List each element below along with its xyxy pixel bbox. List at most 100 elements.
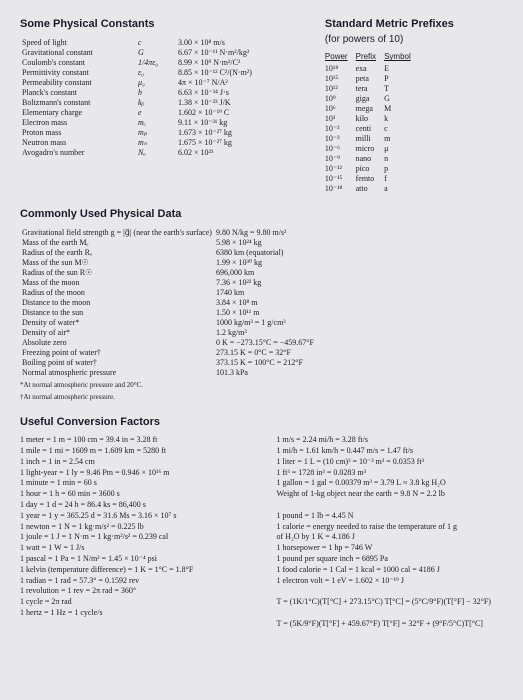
constant-symbol: h [136, 88, 176, 98]
prefix-row: 10¹²teraT [325, 84, 419, 94]
constant-symbol: 1/4πε₀ [136, 58, 176, 68]
physdata-row: Radius of the earth Rₑ6380 km (equatoria… [20, 248, 378, 258]
conv-line: 1 radian = 1 rad = 57.3° = 0.1592 rev [20, 576, 247, 587]
constant-row: Planck's constanth6.63 × 10⁻³⁴ J·s [20, 88, 290, 98]
footnote-b: †At normal atmospheric pressure. [20, 393, 503, 402]
conv-line: 1 ft³ = 1728 in³ = 0.0283 m³ [277, 468, 504, 479]
prefix-symbol: f [384, 174, 419, 184]
physdata-value: 1.99 × 10³⁰ kg [214, 258, 378, 268]
prefix-symbol: k [384, 114, 419, 124]
conv-line: of H₂O by 1 K = 4.186 J [277, 532, 504, 543]
prefix-name: exa [356, 64, 384, 74]
constant-row: Elementary chargee1.602 × 10⁻¹⁹ C [20, 108, 290, 118]
physdata-key: Distance to the sun [20, 308, 214, 318]
prefix-row: 10¹⁸exaE [325, 64, 419, 74]
prefix-power: 10⁻¹² [325, 164, 356, 174]
physdata-value: 101.3 kPa [214, 368, 378, 378]
prefix-symbol: n [384, 154, 419, 164]
physdata-row: Absolute zero0 K = −273.15°C = −459.67°F [20, 338, 378, 348]
prefix-name: pico [356, 164, 384, 174]
physdata-row: Distance to the sun1.50 × 10¹¹ m [20, 308, 378, 318]
prefix-symbol: c [384, 124, 419, 134]
physdata-key: Boiling point of water† [20, 358, 214, 368]
constant-symbol: mₚ [136, 128, 176, 138]
constant-symbol: μ₀ [136, 78, 176, 88]
constant-name: Elementary charge [20, 108, 136, 118]
prefix-symbol: a [384, 184, 419, 194]
physdata-value: 0 K = −273.15°C = −459.67°F [214, 338, 378, 348]
conv-line: 1 mi/h = 1.61 km/h = 0.447 m/s = 1.47 ft… [277, 446, 504, 457]
constant-row: Neutron massmₙ1.675 × 10⁻²⁷ kg [20, 138, 290, 148]
conv-line [277, 608, 504, 619]
physdata-key: Distance to the moon [20, 298, 214, 308]
prefix-name: kilo [356, 114, 384, 124]
physdata-value: 6380 km (equatorial) [214, 248, 378, 258]
constant-value: 1.673 × 10⁻²⁷ kg [176, 128, 290, 138]
prefix-symbol: P [384, 74, 419, 84]
physdata-table: Gravitational field strength g = |g⃗| (n… [20, 228, 378, 378]
prefix-symbol: T [384, 84, 419, 94]
conv-line [277, 586, 504, 597]
physdata-row: Radius of the moon1740 km [20, 288, 378, 298]
physdata-key: Radius of the moon [20, 288, 214, 298]
physdata-key: Normal atmospheric pressure [20, 368, 214, 378]
conv-line: 1 food calorie = 1 Cal = 1 kcal = 1000 c… [277, 565, 504, 576]
conv-line: 1 year = 1 y = 365.25 d = 31.6 Ms = 3.16… [20, 511, 247, 522]
conv-line: 1 liter = 1 L = (10 cm)³ = 10⁻³ m³ = 0.0… [277, 457, 504, 468]
factors-heading: Useful Conversion Factors [20, 416, 503, 430]
constant-name: Neutron mass [20, 138, 136, 148]
physdata-key: Mass of the sun M☉ [20, 258, 214, 268]
physdata-value: 5.98 × 10²⁴ kg [214, 238, 378, 248]
physdata-key: Gravitational field strength g = |g⃗| (n… [20, 228, 214, 238]
physdata-key: Mass of the moon [20, 278, 214, 288]
prefix-power: 10¹⁵ [325, 74, 356, 84]
constant-value: 3.00 × 10⁸ m/s [176, 38, 290, 48]
conv-line: 1 meter = 1 m = 100 cm = 39.4 in = 3.28 … [20, 435, 247, 446]
constant-row: Proton massmₚ1.673 × 10⁻²⁷ kg [20, 128, 290, 138]
prefix-power: 10⁻¹⁸ [325, 184, 356, 194]
conv-line: 1 m/s = 2.24 mi/h = 3.28 ft/s [277, 435, 504, 446]
physdata-value: 9.80 N/kg = 9.80 m/s² [214, 228, 378, 238]
constant-symbol: ε₀ [136, 68, 176, 78]
constant-row: Boltzmann's constantkᵦ1.38 × 10⁻²³ J/K [20, 98, 290, 108]
conv-line: 1 pascal = 1 Pa = 1 N/m² = 1.45 × 10⁻⁴ p… [20, 554, 247, 565]
conv-line: 1 joule = 1 J = 1 N·m = 1 kg·m²/s² = 0.2… [20, 532, 247, 543]
prefix-name: atto [356, 184, 384, 194]
physdata-key: Absolute zero [20, 338, 214, 348]
constant-row: Permittivity constantε₀8.85 × 10⁻¹² C²/(… [20, 68, 290, 78]
physdata-heading: Commonly Used Physical Data [20, 208, 503, 222]
physdata-value: 7.36 × 10²² kg [214, 278, 378, 288]
conv-line: 1 gallon = 1 gal = 0.00379 m³ = 3.79 L ≈… [277, 478, 504, 489]
physdata-row: Freezing point of water†273.15 K = 0°C =… [20, 348, 378, 358]
conv-line: T = (1K/1°C)(T[°C] + 273.15°C) T[°C] = (… [277, 597, 504, 608]
constant-name: Coulomb's constant [20, 58, 136, 68]
prefix-row: 10³kilok [325, 114, 419, 124]
constant-symbol: c [136, 38, 176, 48]
prefix-power: 10⁻⁶ [325, 144, 356, 154]
physdata-value: 1.50 × 10¹¹ m [214, 308, 378, 318]
prefix-symbol: μ [384, 144, 419, 154]
constant-row: Electron massmₑ9.11 × 10⁻³¹ kg [20, 118, 290, 128]
prefix-power: 10⁻⁹ [325, 154, 356, 164]
conv-line: 1 cycle = 2π rad [20, 597, 247, 608]
constant-row: Gravitational constantG6.67 × 10⁻¹¹ N·m²… [20, 48, 290, 58]
conv-line: 1 minute = 1 min = 60 s [20, 478, 247, 489]
constant-value: 8.85 × 10⁻¹² C²/(N·m²) [176, 68, 290, 78]
conv-line: Weight of 1-kg object near the earth = 9… [277, 489, 504, 500]
prefix-name: femto [356, 174, 384, 184]
constant-name: Boltzmann's constant [20, 98, 136, 108]
conv-line: 1 pound = 1 lb = 4.45 N [277, 511, 504, 522]
physdata-row: Density of air*1.2 kg/m³ [20, 328, 378, 338]
prefix-power: 10⁶ [325, 104, 356, 114]
physdata-value: 273.15 K = 0°C = 32°F [214, 348, 378, 358]
prefix-power: 10¹² [325, 84, 356, 94]
prefix-name: peta [356, 74, 384, 84]
conv-line: 1 electron volt = 1 eV = 1.602 × 10⁻¹⁹ J [277, 576, 504, 587]
physdata-value: 1740 km [214, 288, 378, 298]
constant-symbol: kᵦ [136, 98, 176, 108]
constant-symbol: e [136, 108, 176, 118]
prefix-symbol: G [384, 94, 419, 104]
conv-line: 1 hour = 1 h = 60 min = 3600 s [20, 489, 247, 500]
constant-name: Permeability constant [20, 78, 136, 88]
physdata-key: Mass of the earth Mₑ [20, 238, 214, 248]
